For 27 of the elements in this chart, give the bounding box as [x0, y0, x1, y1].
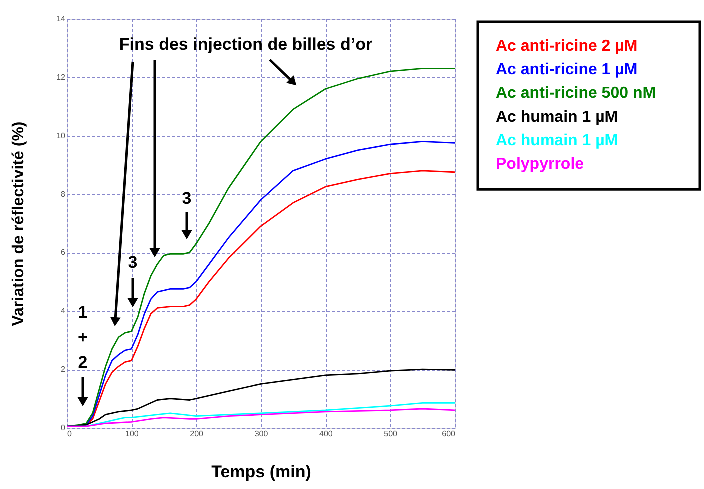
x-tick-label: 200 — [190, 430, 204, 438]
y-tick-label: 4 — [61, 306, 66, 316]
x-tick-label: 400 — [319, 430, 334, 438]
annotation: 3 — [182, 189, 192, 208]
y-tick-label: 14 — [56, 14, 66, 24]
x-tick-label: 100 — [125, 430, 140, 438]
text: Ac humain 1 µM — [496, 108, 618, 126]
x-tick-label: 600 — [442, 430, 456, 438]
x-axis-title: Temps (min) — [212, 462, 312, 482]
x-tick-label: 0 — [68, 430, 72, 438]
annotation: 3 — [128, 253, 138, 272]
text: Ac anti-ricine 500 nM — [496, 85, 656, 102]
y-axis-title: Variation de réflectivité (%) — [10, 122, 28, 326]
y-tick-label: 12 — [56, 72, 66, 82]
y-tick-label: 0 — [61, 424, 66, 432]
y-tick-label: 8 — [61, 190, 66, 199]
x-tick-label: 500 — [384, 430, 398, 438]
text: Polypyrrole — [496, 156, 584, 173]
text: Ac humain 1 µM — [496, 132, 618, 150]
text: Ac anti-ricine 2 µM — [496, 38, 638, 55]
x-tick-label: 300 — [254, 430, 269, 438]
annotation: Fins des injection de billes d’or — [119, 35, 373, 54]
annotation: 1 + 2 — [78, 303, 88, 372]
text: Ac anti-ricine 1 µM — [496, 62, 638, 79]
y-tick-label: 6 — [61, 248, 66, 258]
y-tick-label: 2 — [61, 365, 66, 374]
y-tick-label: 10 — [56, 131, 66, 140]
